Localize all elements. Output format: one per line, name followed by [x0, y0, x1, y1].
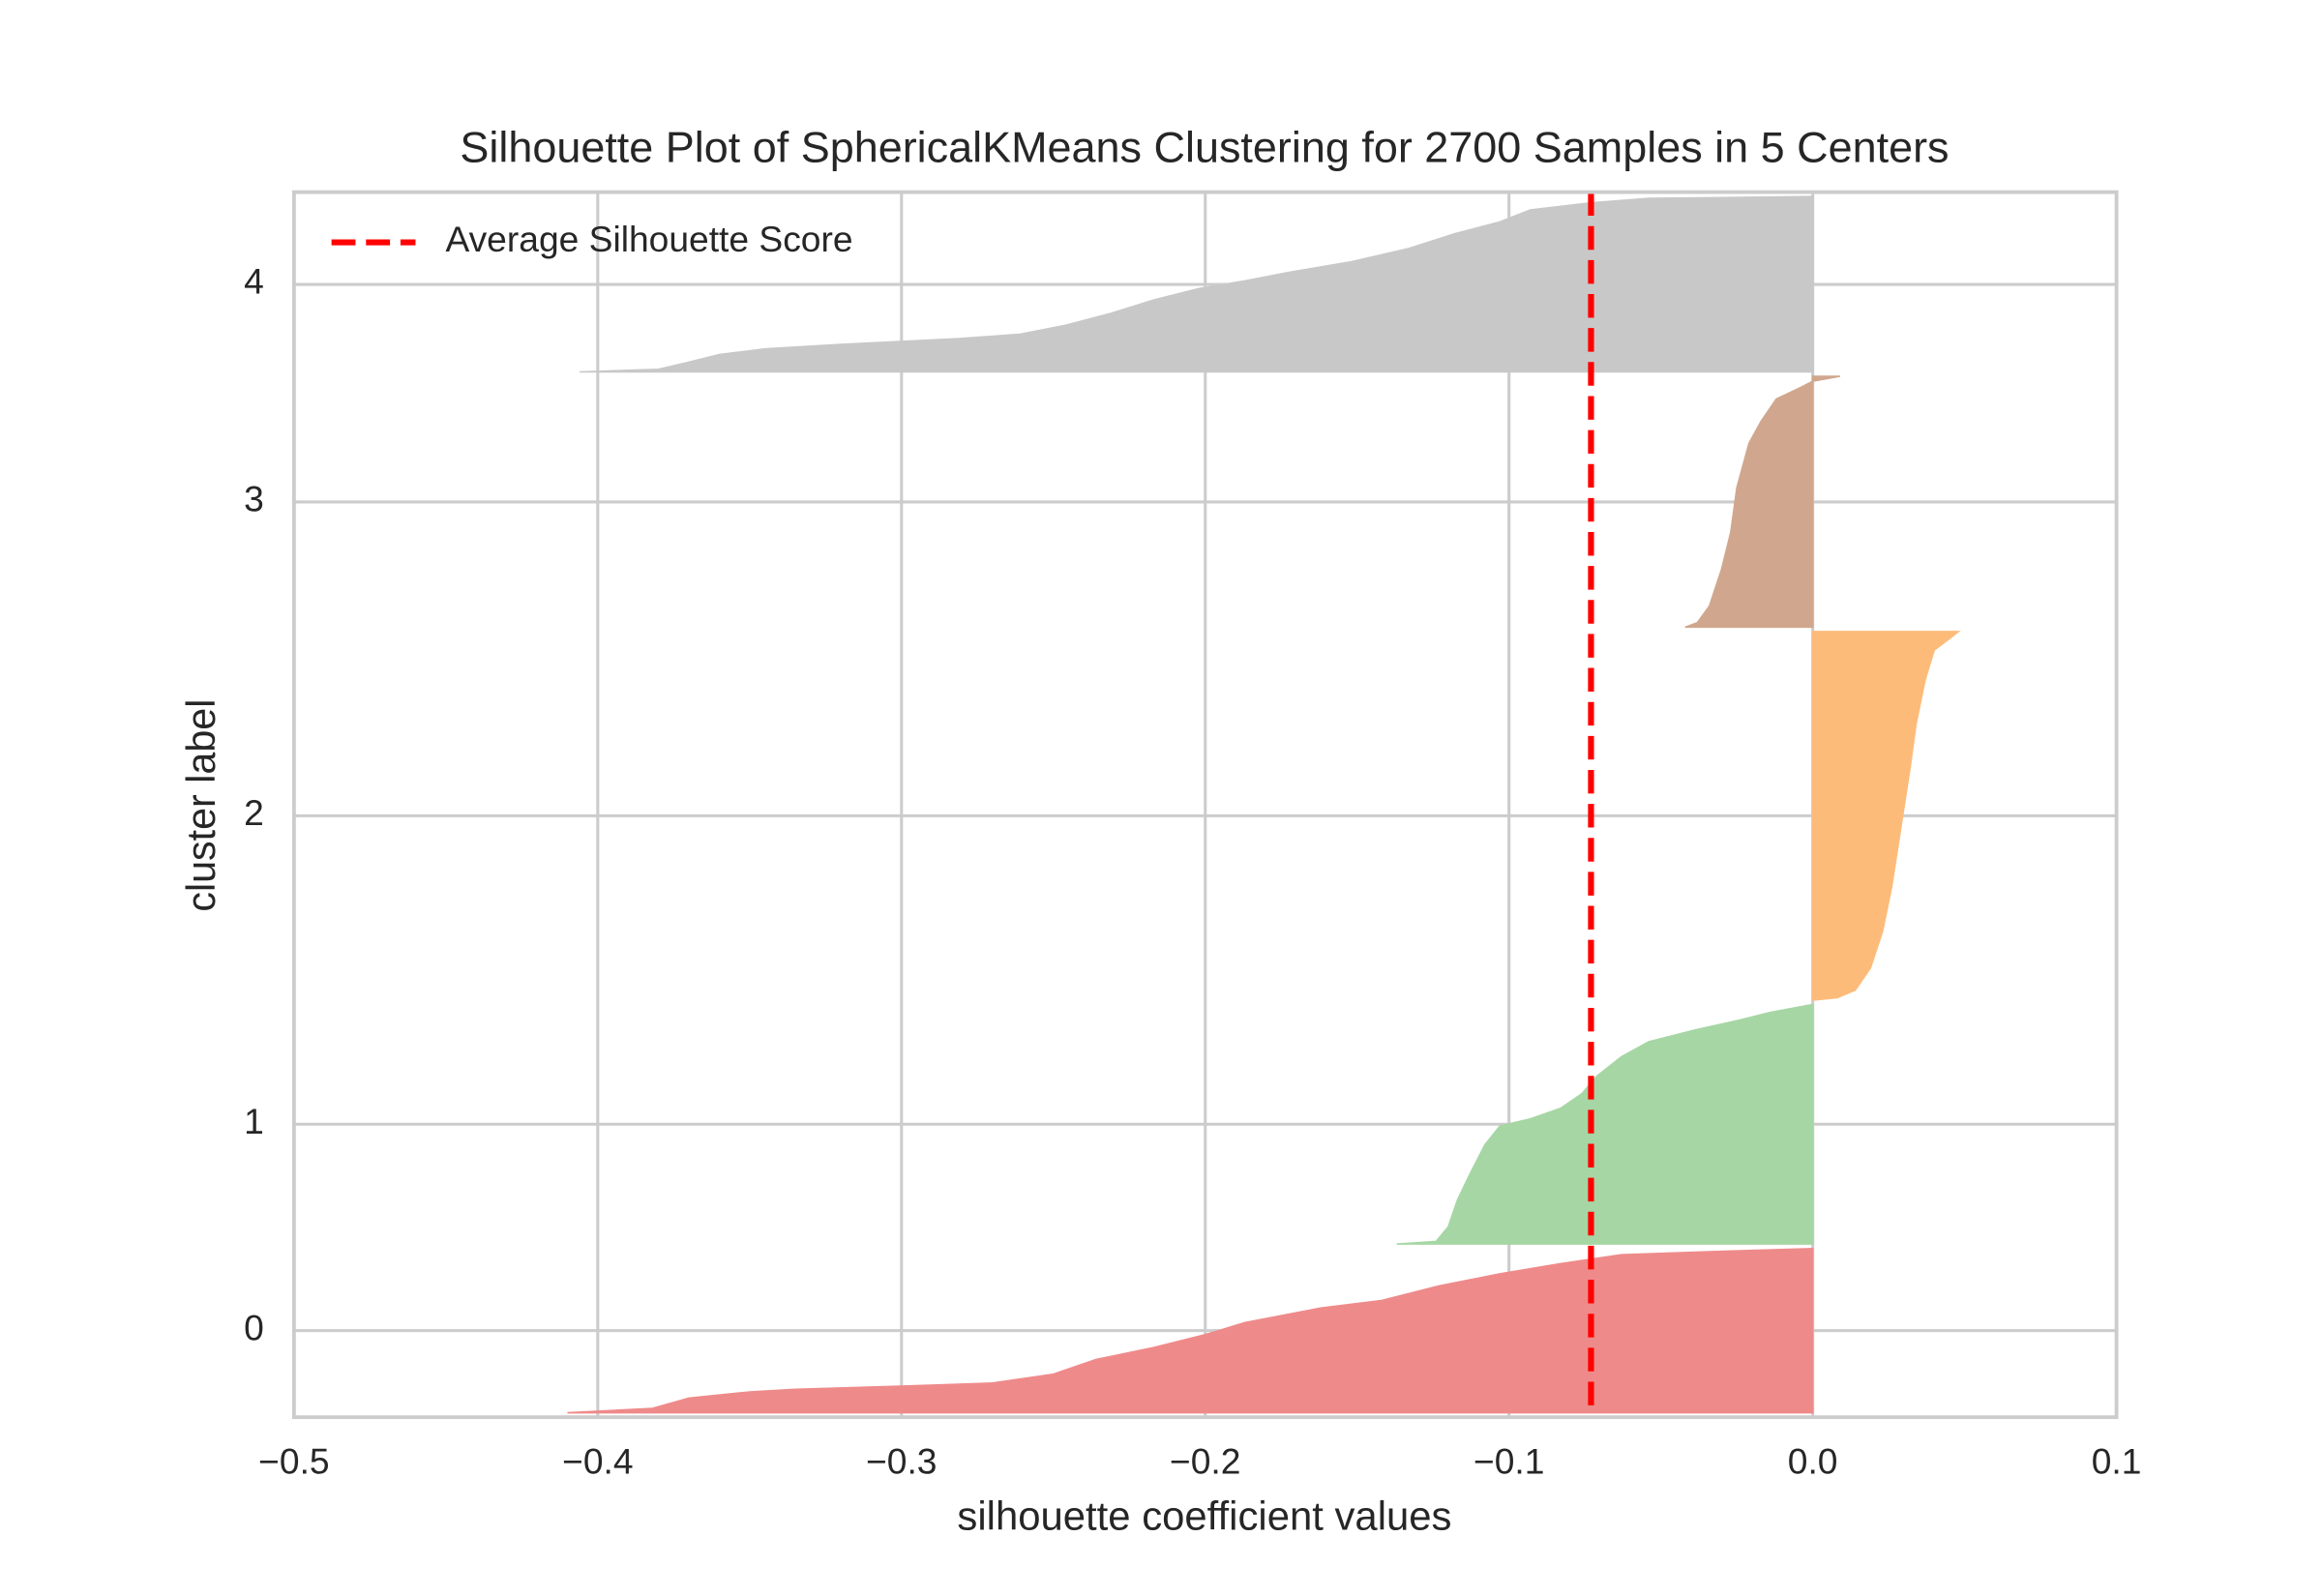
silhouette-area	[1684, 375, 1841, 629]
y-tick-label: 4	[244, 262, 264, 302]
y-tick-label: 2	[244, 793, 264, 833]
x-tick-label: −0.3	[866, 1442, 937, 1482]
x-tick-label: −0.1	[1474, 1442, 1544, 1482]
silhouette-area	[1811, 631, 1961, 1001]
plot-areas	[567, 195, 1961, 1414]
x-tick-label: −0.4	[562, 1442, 633, 1482]
x-tick-label: 0.0	[1788, 1442, 1838, 1482]
foreground: −0.5 −0.4 −0.3 −0.2 −0.1 0.0 0.1 0 1 2 3 4 Average S…	[244, 190, 2142, 1482]
x-tick-label: 0.1	[2092, 1442, 2142, 1482]
x-axis-label: silhouette coefficient values	[957, 1493, 1451, 1539]
silhouette-area	[579, 195, 1814, 373]
x-tick-label: −0.2	[1170, 1442, 1240, 1482]
legend-label: Average Silhouette Score	[445, 220, 852, 259]
y-tick-label: 3	[244, 480, 264, 519]
silhouette-area	[1396, 1003, 1814, 1245]
x-tick-label: −0.5	[258, 1442, 329, 1482]
y-tick-label: 1	[244, 1102, 264, 1141]
y-axis-label: cluster label	[178, 699, 223, 912]
plot-frame	[291, 190, 2119, 1420]
y-tick-label: 0	[244, 1309, 264, 1348]
chart-title: Silhouette Plot of SphericalKMeans Clust…	[460, 125, 1949, 172]
